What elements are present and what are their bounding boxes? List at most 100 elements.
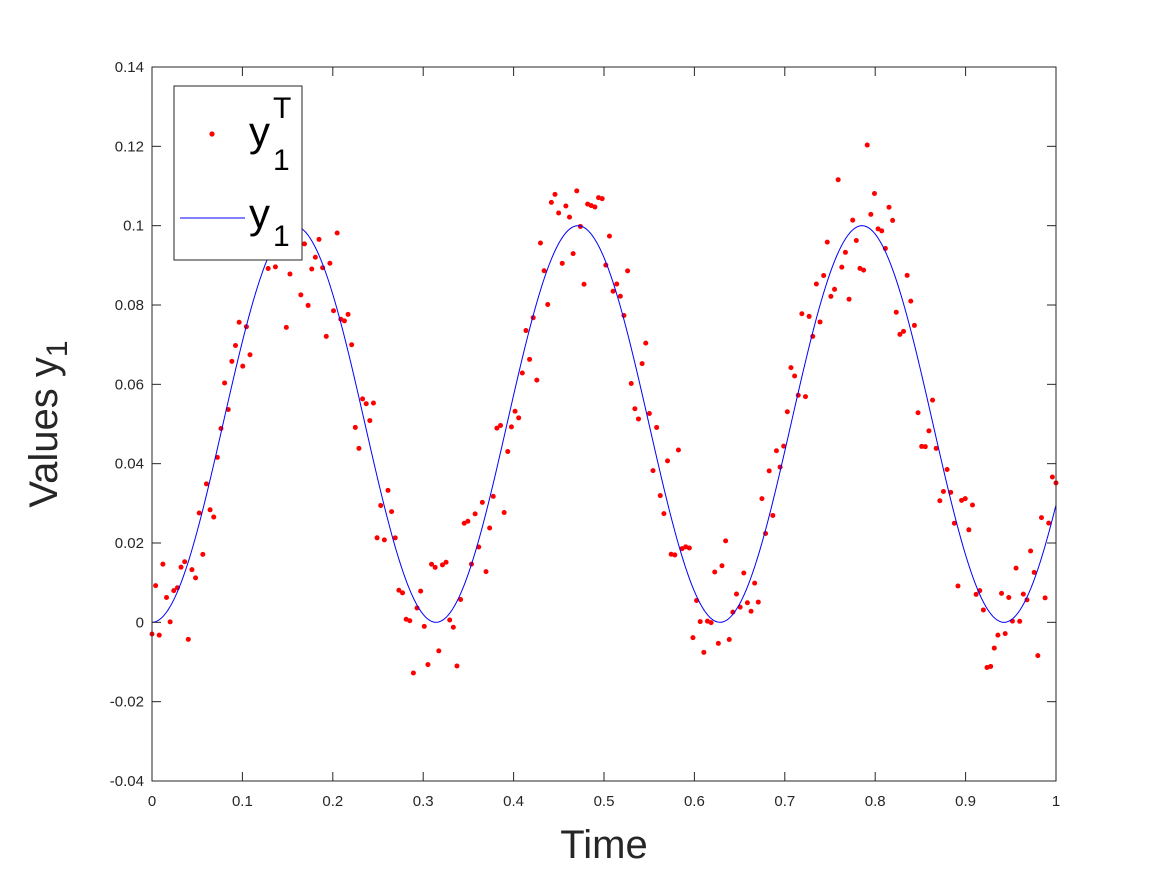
x-tick-label: 0.8 <box>865 793 886 810</box>
scatter-point <box>541 268 547 274</box>
scatter-point <box>817 319 823 325</box>
scatter-point <box>1028 548 1034 554</box>
scatter-point <box>802 394 808 400</box>
scatter-point <box>309 266 315 272</box>
scatter-point <box>272 264 278 270</box>
scatter-point <box>465 518 471 524</box>
scatter-point <box>995 632 1001 638</box>
scatter-point <box>697 619 703 625</box>
x-tick-label: 0.1 <box>232 793 253 810</box>
scatter-point <box>182 559 188 565</box>
scatter-point <box>454 663 460 669</box>
scatter-point <box>501 510 507 516</box>
scatter-point <box>283 324 289 330</box>
legend-label-points: y <box>249 108 270 155</box>
scatter-point <box>980 607 986 613</box>
scatter-point <box>298 292 304 298</box>
scatter-point <box>360 396 366 402</box>
scatter-point <box>1020 591 1026 597</box>
scatter-point <box>153 583 159 589</box>
legend-marker-points <box>209 131 215 137</box>
scatter-point <box>890 217 896 223</box>
scatter-point <box>661 511 667 517</box>
y-axis-label: Values y1 <box>22 340 74 507</box>
x-axis-label: Time <box>560 823 647 867</box>
scatter-point <box>494 425 500 431</box>
scatter-point <box>861 267 867 273</box>
scatter-point <box>189 567 195 573</box>
scatter-point <box>712 569 718 575</box>
y-tick-label: -0.02 <box>110 694 144 711</box>
scatter-point <box>581 281 587 287</box>
scatter-point <box>592 204 598 210</box>
scatter-point <box>458 596 464 602</box>
scatter-point <box>1042 595 1048 601</box>
scatter-point <box>265 266 271 272</box>
legend-label-points-sub: 1 <box>273 144 290 177</box>
scatter-point <box>389 509 395 515</box>
scatter-point <box>911 322 917 328</box>
scatter-point <box>701 649 707 655</box>
scatter-point <box>868 211 874 217</box>
legend-label-line-sub: 1 <box>273 220 290 253</box>
scatter-point <box>766 468 772 474</box>
scatter-point <box>864 142 870 148</box>
scatter-point <box>341 318 347 324</box>
scatter-point <box>966 527 972 533</box>
scatter-point <box>400 590 406 596</box>
legend-label-line: y <box>249 190 270 237</box>
scatter-point <box>893 309 899 315</box>
scatter-point <box>755 599 761 605</box>
scatter-point <box>559 260 565 266</box>
scatter-point <box>396 587 402 593</box>
scatter-point <box>650 468 656 474</box>
scatter-point <box>171 588 177 594</box>
scatter-point <box>759 496 765 502</box>
legend-label-points-main: y <box>249 108 270 155</box>
scatter-point <box>919 443 925 449</box>
x-tick-label: 0.4 <box>503 793 524 810</box>
scatter-point <box>635 416 641 422</box>
scatter-point <box>625 268 631 274</box>
scatter-point <box>988 663 994 669</box>
scatter-point <box>233 342 238 348</box>
y-tick-label: 0 <box>136 614 144 631</box>
scatter-point <box>508 424 514 430</box>
x-tick-label: 0.3 <box>413 793 434 810</box>
scatter-point <box>421 623 427 629</box>
scatter-point <box>483 569 489 575</box>
scatter-point <box>570 251 576 257</box>
scatter-point <box>1017 618 1023 624</box>
scatter-point <box>788 365 794 371</box>
scatter-point <box>363 401 369 407</box>
scatter-point <box>741 570 747 576</box>
scatter-point <box>516 415 522 421</box>
scatter-point <box>160 561 166 567</box>
scatter-point <box>973 591 979 597</box>
scatter-point <box>556 210 562 216</box>
scatter-point <box>436 648 442 654</box>
scatter-point <box>686 545 692 551</box>
scatter-point <box>443 559 449 565</box>
scatter-point <box>672 552 678 558</box>
scatter-series <box>149 142 1059 676</box>
x-tick-label: 0.9 <box>955 793 976 810</box>
scatter-point <box>632 406 638 412</box>
scatter-point <box>316 236 322 242</box>
scatter-point <box>922 444 928 450</box>
scatter-point <box>519 370 525 376</box>
y-tick-label: 0.1 <box>123 218 144 235</box>
scatter-point <box>287 271 293 277</box>
scatter-point <box>167 619 173 625</box>
scatter-point <box>574 188 580 194</box>
scatter-point <box>312 254 318 260</box>
scatter-point <box>933 445 939 451</box>
scatter-point <box>410 670 416 676</box>
x-tick-label: 0.2 <box>322 793 343 810</box>
scatter-point <box>1046 520 1052 526</box>
axis-ticks: 0 0.1 0.2 0.3 0.4 0.5 0.6 0.7 0.8 0.9 1 -0.04 -0.02 0… <box>110 59 1060 810</box>
scatter-point <box>240 363 246 369</box>
scatter-point <box>734 591 740 597</box>
y-axis-label-subscript: 1 <box>41 340 74 357</box>
scatter-point <box>200 551 206 557</box>
